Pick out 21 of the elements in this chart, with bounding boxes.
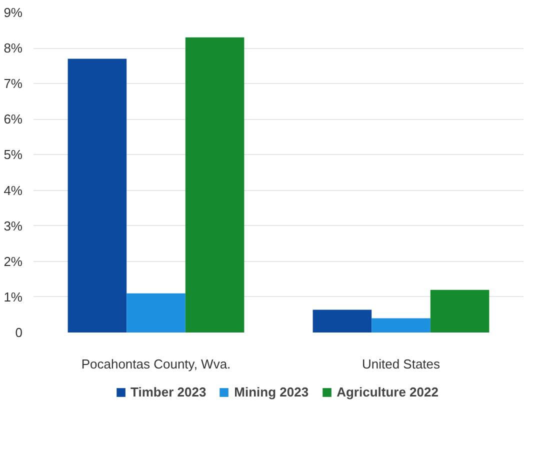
legend-label: Mining 2023 xyxy=(234,384,309,400)
legend-label: Agriculture 2022 xyxy=(336,384,438,400)
bar xyxy=(312,310,372,332)
y-tick-label: 0 xyxy=(15,325,23,340)
x-tick-label: Pocahontas County, Wva. xyxy=(81,356,231,372)
y-tick-label: 9% xyxy=(4,5,23,20)
bar xyxy=(68,58,127,332)
y-tick-label: 3% xyxy=(4,218,23,234)
bar xyxy=(372,318,430,332)
bar xyxy=(185,37,244,332)
x-tick-label: United States xyxy=(362,356,441,372)
y-tick-label: 2% xyxy=(4,254,23,269)
y-tick-label: 5% xyxy=(4,147,23,162)
y-tick-label: 6% xyxy=(4,112,23,127)
y-tick-label: 1% xyxy=(4,289,23,304)
bar xyxy=(430,290,490,332)
y-tick-label: 7% xyxy=(4,76,23,92)
bar xyxy=(126,293,186,332)
y-tick-label: 4% xyxy=(4,182,23,198)
legend-label: Timber 2023 xyxy=(130,384,206,400)
y-tick-label: 8% xyxy=(4,40,23,56)
